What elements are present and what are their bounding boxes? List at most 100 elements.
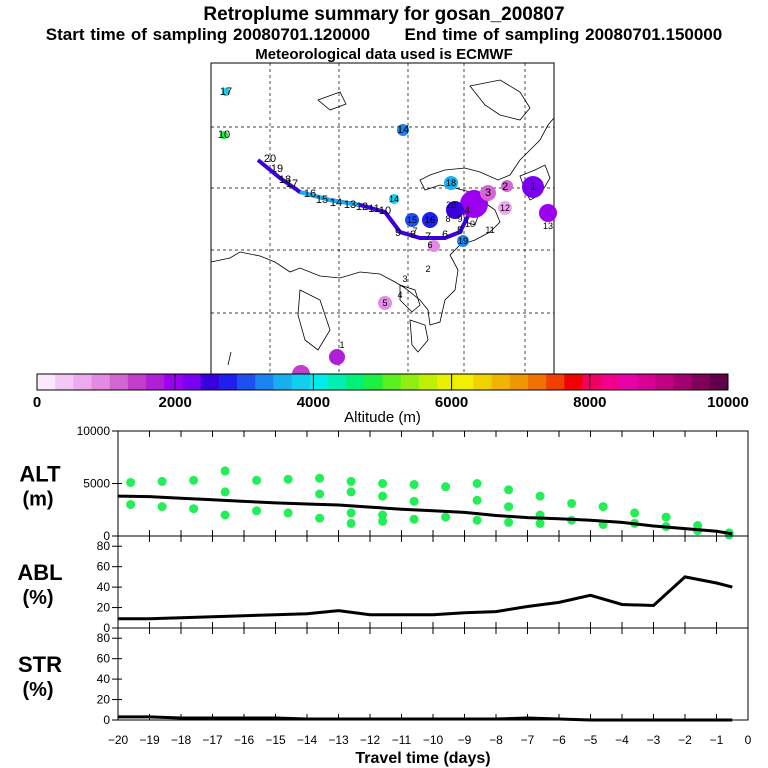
- scatter-point: [157, 502, 167, 512]
- y-tick-label: 40: [97, 580, 111, 594]
- y-tick-label: 0: [103, 713, 110, 727]
- colorbar-segment: [109, 374, 129, 390]
- scatter-point: [315, 473, 325, 483]
- scatter-point: [315, 489, 325, 499]
- map-label: 14: [389, 194, 399, 204]
- scatter-point: [189, 475, 199, 485]
- scatter-point: [472, 495, 482, 505]
- colorbar-segment: [73, 374, 93, 390]
- y-tick-label: 60: [97, 560, 111, 574]
- y-tick-label: 20: [97, 601, 111, 615]
- map-label: 8: [445, 214, 450, 224]
- scatter-point: [535, 491, 545, 501]
- colorbar-segment: [182, 374, 202, 390]
- colorbar-segment: [91, 374, 111, 390]
- map-label: 20: [446, 200, 456, 210]
- map-label: 7: [425, 231, 431, 243]
- colorbar-segment: [255, 374, 274, 390]
- met-data-text: Meteorological data used is ECMWF: [255, 46, 513, 63]
- sampling-times: Start time of sampling 20080701.120000 E…: [0, 25, 768, 45]
- colorbar-segment: [582, 374, 602, 390]
- map-label: 8: [410, 229, 416, 241]
- colorbar-segment: [691, 374, 711, 390]
- colorbar-tick-label: 4000: [297, 394, 330, 411]
- map-label: 1: [530, 181, 536, 193]
- x-tick-label: −3: [647, 733, 661, 747]
- x-tick-label: −19: [139, 733, 160, 747]
- x-tick-label: −9: [458, 733, 472, 747]
- colorbar-label: Altitude (m): [344, 409, 421, 426]
- scatter-point: [441, 512, 451, 522]
- map-label: 9: [395, 227, 401, 239]
- series-line: [118, 715, 733, 722]
- map-label: 9: [457, 214, 462, 224]
- x-tick-label: −4: [615, 733, 629, 747]
- scatter-point: [220, 466, 230, 476]
- panel-ylabel: ABL: [17, 560, 62, 585]
- colorbar-segment: [546, 374, 565, 390]
- map-label: 10: [379, 205, 391, 217]
- colorbar-tick-label: 2000: [159, 394, 192, 411]
- colorbar-segment: [218, 374, 238, 390]
- y-tick-label: 5000: [83, 477, 110, 491]
- panel-frame: [117, 430, 749, 537]
- scatter-point: [346, 508, 356, 518]
- map-label: 1: [339, 340, 344, 350]
- panel-str: 0 20 40 60 80 STR(%): [18, 627, 749, 727]
- x-tick-label: −16: [234, 733, 255, 747]
- map-label: 3: [402, 274, 407, 284]
- map-label: 13: [543, 221, 553, 231]
- colorbar-segment: [37, 374, 56, 390]
- map-label: 16: [304, 188, 316, 200]
- map-label: 2: [502, 181, 508, 193]
- scatter-point: [661, 512, 671, 522]
- scatter-point: [252, 506, 262, 516]
- colorbar-segment: [273, 374, 293, 390]
- x-tick-label: −10: [423, 733, 444, 747]
- map-label: 15: [316, 194, 328, 206]
- x-tick-label: −7: [521, 733, 535, 747]
- scatter-point: [126, 477, 136, 487]
- x-axis: −20 −19 −18 −17 −16 −15 −14 −13 −12 −11 −10 −9 −8 −7−…: [108, 733, 752, 767]
- x-tick-label: −11: [392, 733, 412, 747]
- colorbar-segment: [637, 374, 656, 390]
- colorbar-segment: [364, 374, 383, 390]
- map-label: 14: [330, 197, 342, 209]
- scatter-point: [472, 515, 482, 525]
- scatter-point: [598, 502, 608, 512]
- page-title: Retroplume summary for gosan_200807: [203, 4, 565, 25]
- scatter-point: [157, 476, 167, 486]
- colorbar-segment: [327, 374, 347, 390]
- altitude-colorbar: 0 2000 4000 6000 8000 10000 Altitude (m): [33, 373, 749, 426]
- colorbar-segment: [146, 374, 165, 390]
- scatter-point: [409, 514, 419, 524]
- panel-abl: 0 20 40 60 80 ABL(%): [17, 535, 749, 635]
- colorbar-segment: [618, 374, 638, 390]
- colorbar-segment: [400, 374, 420, 390]
- x-axis-label: Travel time (days): [355, 750, 490, 767]
- map-label: 15: [407, 215, 417, 225]
- scatter-point: [346, 476, 356, 486]
- panel-ylabel: ALT: [19, 462, 61, 487]
- map-label: 14: [397, 124, 409, 136]
- scatter-point: [535, 518, 545, 528]
- x-tick-label: −6: [552, 733, 566, 747]
- scatter-point: [441, 482, 451, 492]
- map-label: 19: [458, 236, 468, 246]
- scatter-point: [504, 502, 514, 512]
- colorbar-segment: [309, 374, 329, 390]
- panel-ylabel: STR: [18, 652, 62, 677]
- panel-yunit: (%): [22, 587, 53, 609]
- start-value: 20080701.120000: [233, 25, 371, 44]
- y-tick-label: 60: [97, 652, 111, 666]
- map-label: 2: [425, 264, 430, 274]
- map-label: 11: [485, 225, 494, 235]
- scatter-point: [220, 487, 230, 497]
- scatter-point: [283, 474, 293, 484]
- map-label: 6: [427, 240, 432, 250]
- scatter-point: [126, 500, 136, 509]
- colorbar-segment: [673, 374, 693, 390]
- map-label: 12: [500, 203, 510, 213]
- x-tick-label: 0: [745, 733, 752, 747]
